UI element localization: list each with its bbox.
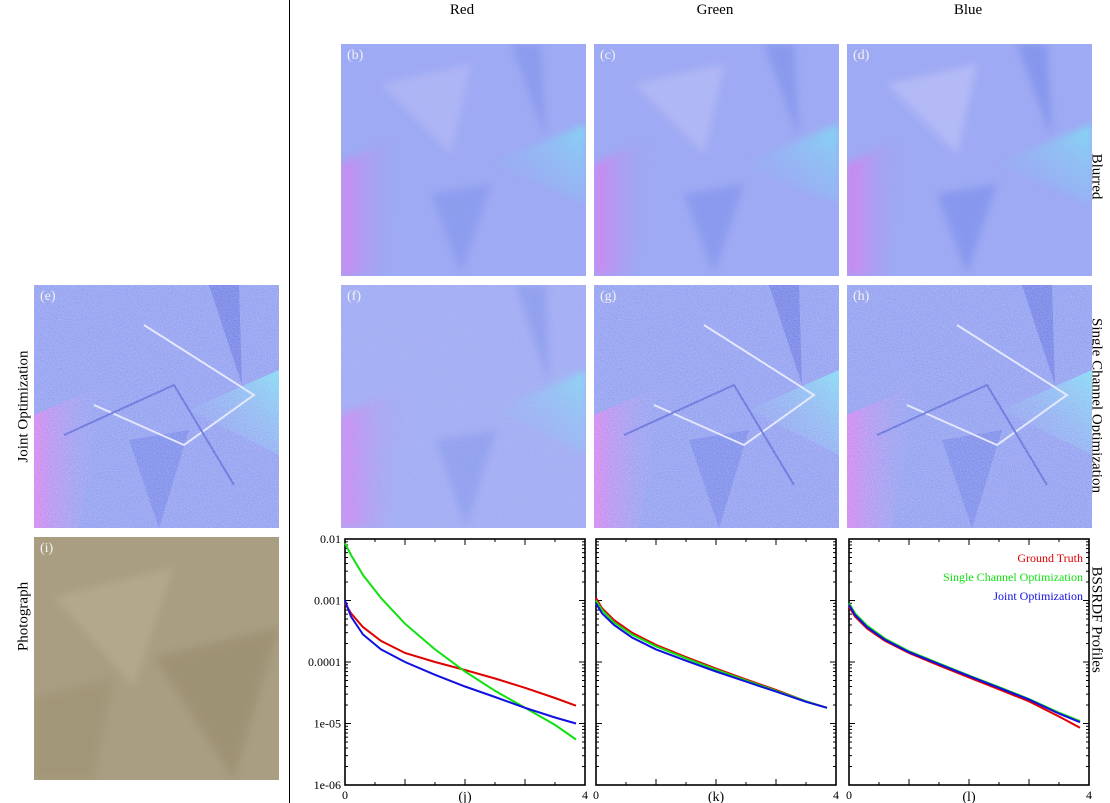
series-line-ground-truth	[848, 605, 1081, 729]
x-tick-label: 0	[593, 788, 599, 802]
photograph-image	[34, 537, 279, 780]
panel-c-blurred-green: (c)	[594, 44, 839, 276]
legend-entry: Joint Optimization	[993, 589, 1083, 603]
normal-map-image	[847, 44, 1092, 276]
panel-caption: (l)	[962, 790, 976, 803]
panel-f-single-red: (f)	[341, 285, 586, 528]
y-tick-label: 0.01	[320, 532, 341, 546]
x-tick-label: 0	[846, 788, 852, 802]
panel-tag: (e)	[40, 289, 56, 304]
panel-tag: (f)	[347, 289, 361, 304]
plot-frame	[595, 538, 837, 786]
panel-caption: (j)	[458, 790, 472, 803]
column-title-blue: Blue	[953, 2, 983, 18]
series-line-joint-optimization	[344, 600, 577, 725]
row-label-photograph: Photograph	[15, 581, 32, 652]
panel-tag: (h)	[853, 289, 870, 304]
series-line-joint-optimization	[848, 604, 1081, 724]
normal-map-image	[594, 285, 839, 528]
series-line-joint-optimization	[595, 602, 828, 709]
chart-svg: 0.01 0.001 0.0001 1e-05 1e-060 4 (j)	[308, 532, 588, 803]
x-tick-label: 4	[1086, 788, 1092, 802]
panel-caption: (k)	[708, 790, 725, 803]
x-tick-label: 4	[833, 788, 839, 802]
panel-i-photograph: (i)	[34, 537, 279, 780]
y-tick-label: 1e-05	[314, 717, 341, 731]
x-tick-label: 0	[342, 788, 348, 802]
panel-tag: (d)	[853, 48, 870, 63]
panel-tag: (c)	[600, 48, 616, 63]
normal-map-image	[341, 285, 586, 528]
chart-j: 0.01 0.001 0.0001 1e-05 1e-06 0 4 (j)	[290, 532, 590, 803]
legend-entry: Single Channel Optimization	[943, 570, 1083, 584]
chart-l: 0 4 (l) Ground Truth Single Channel Optimiza…	[843, 535, 1096, 803]
series-line-ground-truth	[344, 602, 577, 707]
y-tick-label: 0.001	[314, 594, 341, 608]
panel-b-blurred-red: (b)	[341, 44, 586, 276]
panel-e-joint-optimization: (e)	[34, 285, 279, 528]
legend-entry: Ground Truth	[1017, 551, 1083, 565]
row-label-joint-optimization: Joint Optimization	[15, 350, 32, 463]
panel-g-single-green: (g)	[594, 285, 839, 528]
column-title-green: Green	[696, 2, 734, 18]
chart-svg: 0 4 (l) Ground Truth Single Channel Optimiza…	[846, 538, 1092, 803]
column-title-red: Red	[449, 2, 475, 18]
series-line-single-channel-optimization	[344, 542, 577, 741]
column-divider	[289, 0, 290, 803]
chart-svg: 0 4 (k)	[593, 538, 839, 803]
chart-k: 0 4 (k)	[590, 535, 843, 803]
normal-map-image	[847, 285, 1092, 528]
panel-d-blurred-blue: (d)	[847, 44, 1092, 276]
y-tick-label: 0.0001	[308, 655, 341, 669]
normal-map-image	[34, 285, 279, 528]
x-tick-label: 4	[582, 788, 588, 802]
panel-tag: (g)	[600, 289, 617, 304]
plot-frame	[344, 538, 586, 786]
y-tick-label: 1e-06	[314, 778, 341, 792]
panel-h-single-blue: (h)	[847, 285, 1092, 528]
panel-tag: (i)	[40, 541, 54, 556]
normal-map-image	[341, 44, 586, 276]
normal-map-image	[594, 44, 839, 276]
panel-tag: (b)	[347, 48, 364, 63]
